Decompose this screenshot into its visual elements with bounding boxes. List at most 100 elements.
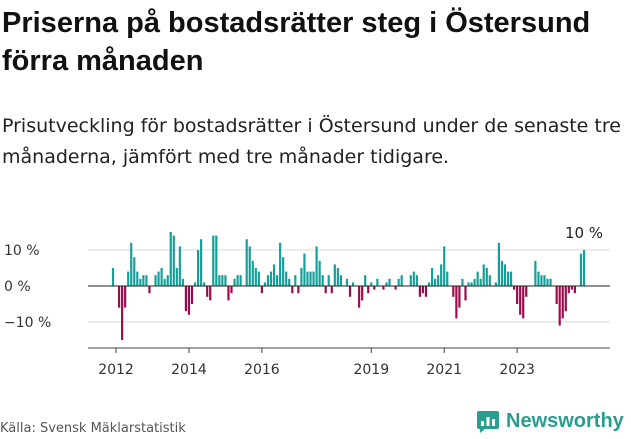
bar <box>130 242 133 286</box>
bar <box>318 260 321 286</box>
x-tick-label: 2016 <box>244 362 280 378</box>
bar <box>333 264 336 286</box>
bar <box>437 275 440 286</box>
bar <box>190 286 194 304</box>
bar <box>263 282 267 286</box>
bar <box>133 257 136 286</box>
bar <box>485 268 488 286</box>
bar <box>206 286 209 297</box>
bar <box>361 286 364 301</box>
bar <box>306 271 309 286</box>
bar <box>300 268 303 286</box>
bar <box>382 286 385 290</box>
bar <box>537 271 540 286</box>
bar <box>519 286 522 315</box>
bar <box>506 271 510 286</box>
bar <box>279 242 282 286</box>
bar <box>434 278 437 286</box>
chart-subtitle: Prisutveckling för bostadsrätter i Öster… <box>2 115 621 168</box>
bar <box>400 275 403 286</box>
bar <box>394 286 397 290</box>
bar <box>564 286 567 312</box>
bar <box>321 275 324 286</box>
bar <box>215 235 218 286</box>
x-tick-label: 2019 <box>353 362 389 378</box>
bar <box>522 286 525 319</box>
bar <box>509 271 513 286</box>
bar <box>412 271 415 286</box>
bar <box>142 275 145 286</box>
gridlines <box>88 249 610 323</box>
bar <box>497 242 501 286</box>
bar <box>285 271 288 286</box>
bar <box>184 286 188 312</box>
bar <box>482 264 485 286</box>
bars <box>111 232 586 340</box>
y-tick-label: 10 % <box>4 243 40 259</box>
y-tick-label: −10 % <box>4 315 51 331</box>
bar <box>209 286 212 301</box>
bar <box>282 257 285 286</box>
bar <box>494 282 497 286</box>
bar <box>166 275 169 286</box>
y-tick-label: 0 % <box>4 279 31 295</box>
brand-name: Newsworthy <box>506 409 624 432</box>
bar <box>385 282 388 286</box>
bar <box>187 286 191 315</box>
bar <box>260 286 263 294</box>
bar <box>227 286 230 301</box>
bar <box>127 271 130 286</box>
bar <box>181 278 184 286</box>
bar <box>582 250 586 286</box>
bar <box>373 286 376 290</box>
bar <box>464 286 467 301</box>
bar <box>573 286 576 294</box>
bar <box>196 250 200 286</box>
last-value-label: 10 % <box>565 224 603 242</box>
bar <box>534 260 537 286</box>
bar <box>117 286 121 308</box>
bar <box>421 286 425 294</box>
bar <box>567 286 570 294</box>
bar <box>455 286 458 319</box>
bar <box>470 282 473 286</box>
bar <box>169 232 172 286</box>
source-note: Källa: Svensk Mäklarstatistik <box>0 421 186 436</box>
x-tick-label: 2014 <box>171 362 207 378</box>
bar <box>430 268 434 286</box>
bar <box>558 286 561 326</box>
bar <box>200 239 203 286</box>
bar <box>175 268 178 286</box>
bar <box>245 239 248 286</box>
bar <box>345 278 349 286</box>
bar <box>427 282 431 286</box>
end-annotation: 10 % <box>565 224 603 242</box>
bar <box>121 286 124 340</box>
bar <box>339 275 342 286</box>
bar <box>555 286 558 304</box>
bar <box>479 278 482 286</box>
bar <box>154 275 157 286</box>
bar <box>324 286 327 294</box>
bar <box>570 286 573 290</box>
bar <box>312 271 315 286</box>
bar <box>193 282 197 286</box>
bar <box>297 286 300 294</box>
newsworthy-icon <box>477 411 499 433</box>
bar <box>446 271 449 286</box>
bar <box>157 271 160 286</box>
bar <box>303 253 306 286</box>
bar <box>288 278 291 286</box>
bar <box>230 286 233 294</box>
bar <box>218 275 221 286</box>
bar <box>424 286 428 297</box>
bar <box>163 278 166 286</box>
bar <box>327 275 330 286</box>
bar <box>224 275 227 286</box>
bar <box>139 278 142 286</box>
bar <box>221 275 224 286</box>
bar <box>136 271 139 286</box>
bar <box>351 282 355 286</box>
bar <box>503 264 507 286</box>
bar <box>330 286 333 294</box>
